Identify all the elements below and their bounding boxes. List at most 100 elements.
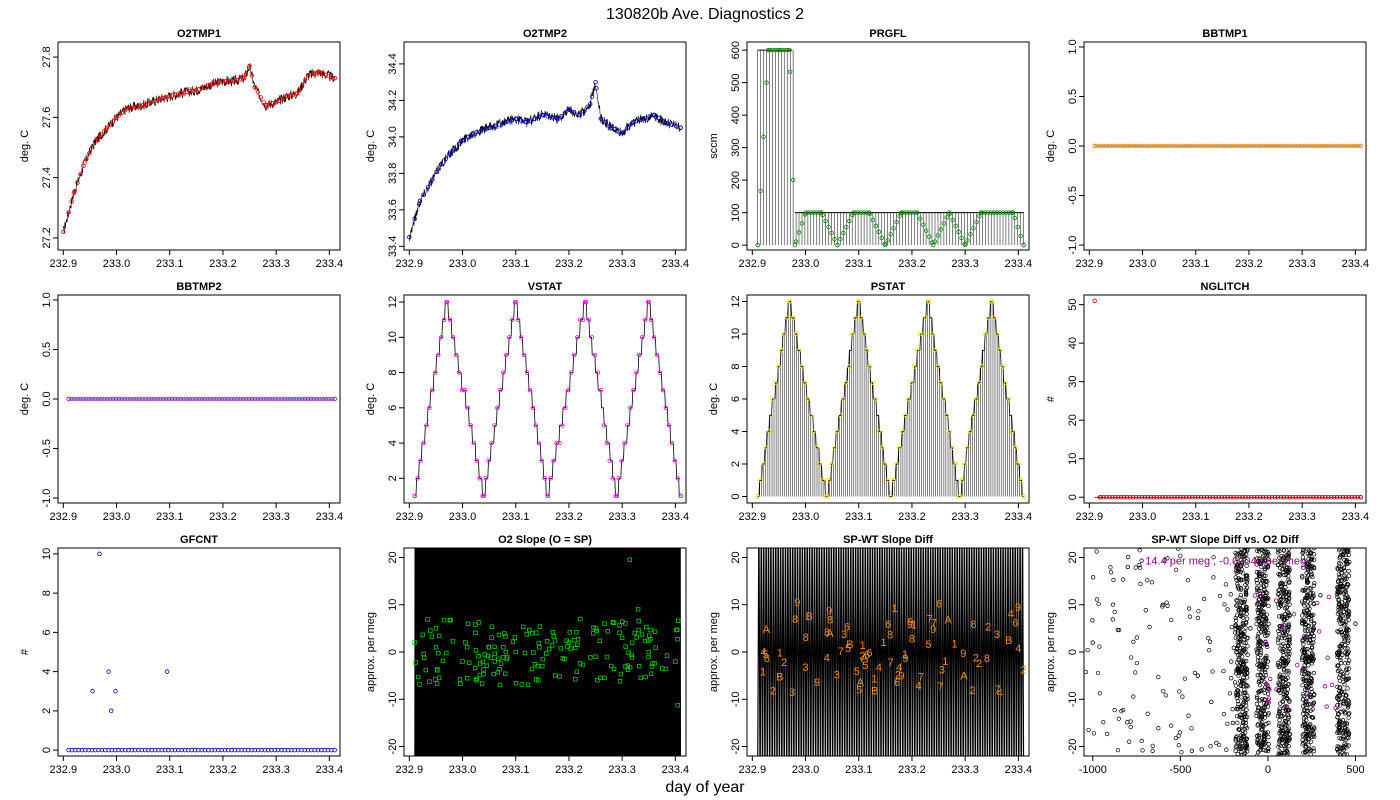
data-point [1184,495,1189,500]
data-point [1281,735,1286,740]
data-point [782,47,787,53]
data-point [1243,574,1249,579]
data-point [273,396,278,402]
y-tick-label: 8 [730,363,742,369]
data-point [1282,606,1288,611]
series-point: 2 [781,657,787,669]
data-point [574,669,580,674]
data-point [1341,701,1347,706]
data-point [1290,143,1295,149]
data-point [1346,568,1351,574]
data-point [986,315,991,320]
data-point: A [826,628,834,640]
data-point [1342,682,1347,687]
data-point [1340,143,1346,149]
data-point [497,682,503,688]
series-point [803,210,808,215]
y-tick-label: 1.0 [41,292,53,307]
x-tick-label: 233.4 [316,511,344,523]
data-point [1234,743,1239,748]
data-point [586,317,592,322]
data-point [1345,660,1351,666]
series-point [925,299,931,304]
data-point [90,396,95,402]
data-point [1346,732,1351,738]
data-point [557,440,562,446]
data-point [610,476,615,481]
data-point [894,220,899,225]
data-point [1259,723,1265,728]
x-tick-label: 233.4 [662,511,690,523]
data-point [598,387,604,393]
data-point [175,91,181,97]
data-point [799,364,805,369]
data-point [1311,700,1317,705]
data-point [1234,714,1240,719]
data-point [1255,708,1260,713]
data-point [611,666,617,672]
series-point [407,235,412,240]
data-point [1236,689,1241,694]
data-point [1304,712,1310,717]
series-point [524,120,529,125]
data-point: 4 [876,662,882,674]
data-point [1304,678,1309,683]
data-point [1239,607,1244,612]
data-point [1263,640,1268,645]
data-point [1241,720,1246,726]
data-point [1244,703,1249,708]
data-point [1257,714,1262,719]
data-point [110,396,116,402]
data-point [1110,602,1116,607]
series-point [540,663,545,669]
data-point [1311,593,1316,598]
data-point [473,630,478,636]
data-point [609,663,614,669]
y-tick-label: 1.0 [1067,39,1079,54]
x-tick-label: 233.2 [209,511,237,523]
data-point [1263,748,1268,754]
data-point [1322,684,1328,689]
data-point [190,396,195,402]
data-point [1337,548,1342,552]
data-point [1150,748,1155,753]
data-point [249,73,255,78]
data-point [1346,715,1351,720]
series-point [284,94,289,99]
series-point [962,242,968,248]
x-tick-label: 233.4 [1005,258,1033,270]
data-point [473,677,479,683]
series-point [556,116,561,121]
data-point [906,396,911,402]
data-point [602,621,607,626]
data-point [1143,608,1148,613]
data-point [1266,143,1272,149]
data-point [1296,143,1301,149]
series-point [114,115,119,120]
data-point [465,134,471,140]
data-point: 8 [803,632,809,644]
data-point [1339,600,1344,605]
data-point [1287,635,1292,640]
plot-area [1092,298,1363,500]
data-point [1284,615,1290,621]
data-point [626,650,631,655]
data-point [941,221,947,226]
data-point: B [871,686,878,698]
data-point [1303,622,1308,627]
data-point [1236,643,1241,648]
data-point [1257,739,1263,744]
data-point [1293,143,1298,149]
data-point [258,95,263,100]
x-tick-label: 233.2 [898,764,926,776]
data-point [1187,143,1192,149]
data-point [1303,700,1308,705]
data-point [1342,573,1347,578]
data-point [1245,670,1250,675]
plot-area [1092,143,1363,149]
data-point [761,461,766,467]
data-point [1119,495,1124,500]
series-point [231,78,236,84]
data-point [563,405,568,411]
data-point [573,677,578,682]
